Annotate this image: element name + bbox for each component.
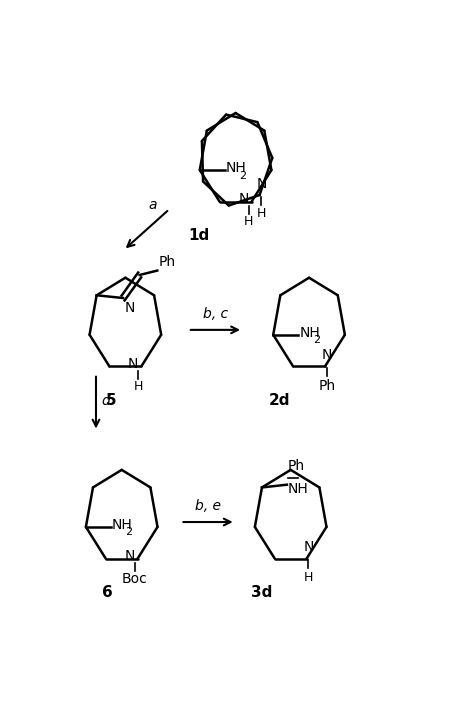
Text: b, e: b, e [195, 498, 221, 513]
Text: d: d [101, 394, 110, 409]
Text: Ph: Ph [288, 458, 305, 473]
Text: N: N [322, 348, 332, 362]
Text: 2: 2 [126, 528, 133, 538]
Text: H: H [244, 215, 253, 228]
Text: N: N [128, 356, 138, 371]
Text: H: H [134, 380, 143, 393]
Text: NH: NH [112, 518, 133, 532]
Text: N: N [124, 549, 135, 563]
Text: b, c: b, c [203, 307, 228, 321]
Text: 2: 2 [313, 335, 320, 345]
Text: 2d: 2d [269, 393, 291, 408]
Text: N: N [303, 540, 314, 554]
Text: NH: NH [299, 326, 320, 339]
Text: Ph: Ph [318, 379, 336, 392]
Text: H: H [257, 207, 266, 220]
Text: N: N [238, 192, 248, 206]
Text: 5: 5 [105, 393, 116, 408]
Text: 3d: 3d [251, 585, 272, 600]
Text: 6: 6 [101, 585, 112, 600]
Text: NH: NH [226, 161, 246, 175]
Text: Boc: Boc [122, 573, 147, 586]
Text: Ph: Ph [158, 255, 175, 269]
Text: H: H [304, 570, 313, 584]
Text: N: N [125, 301, 135, 314]
Text: 1d: 1d [188, 228, 210, 243]
Text: a: a [149, 198, 157, 212]
Text: NH: NH [288, 482, 309, 496]
Text: 2: 2 [239, 170, 246, 180]
Text: N: N [256, 177, 266, 190]
